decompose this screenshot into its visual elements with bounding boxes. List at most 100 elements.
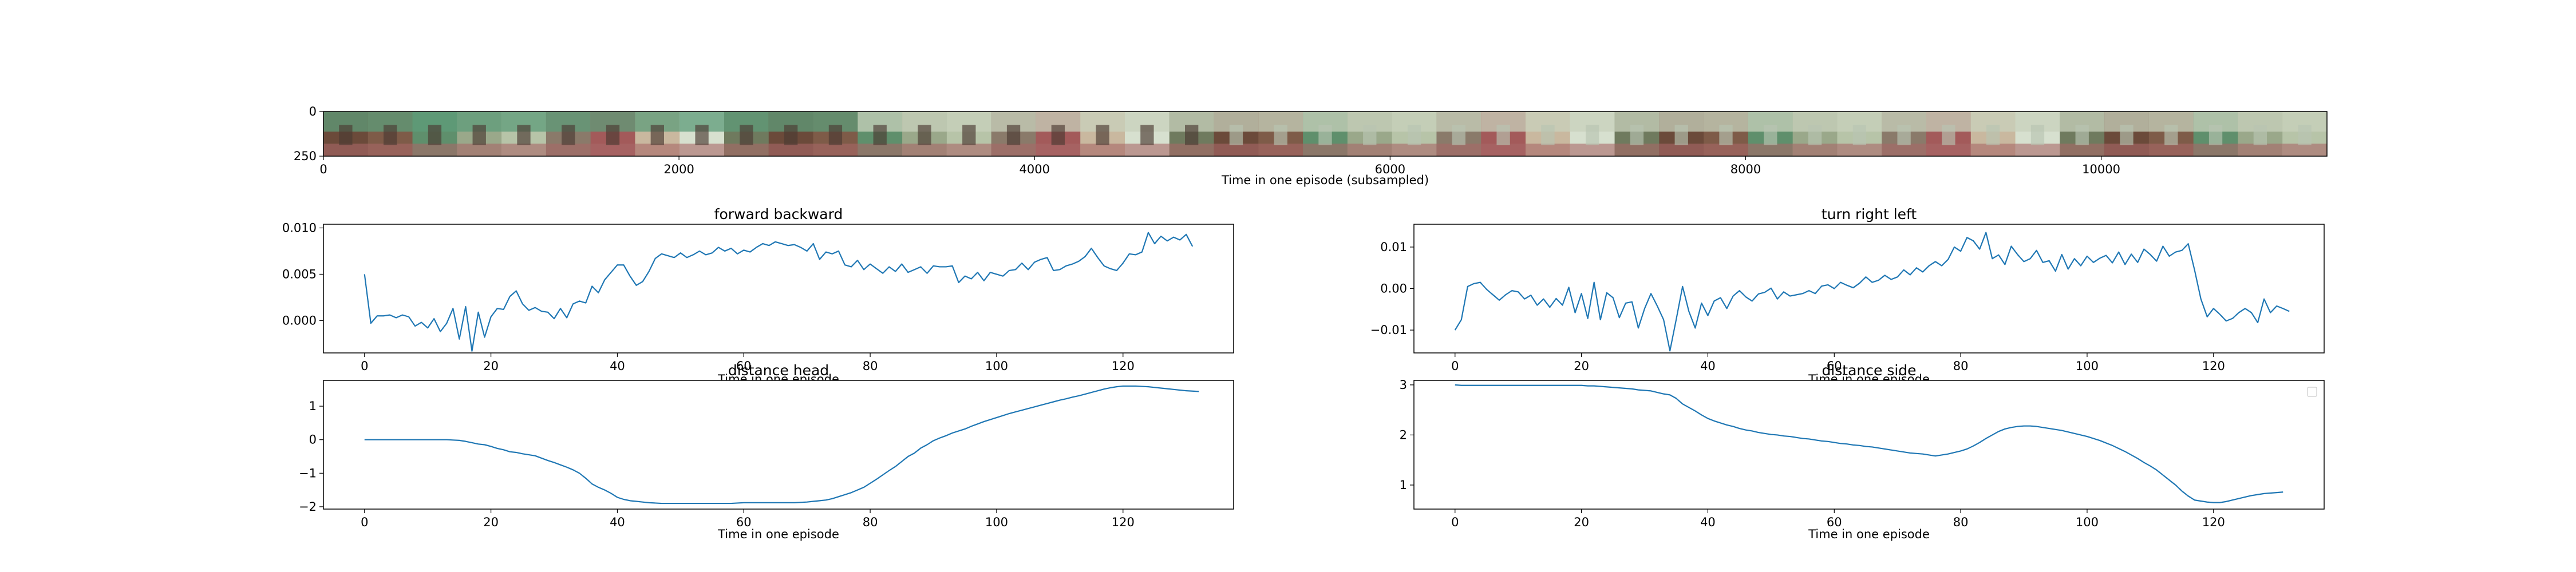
turn-right-left-x-ticks: 0 20 40 60 80 100 120 — [1451, 353, 2225, 373]
y-tick-label: −2 — [299, 500, 317, 514]
frame-thumbnail-floor — [546, 144, 591, 156]
y-tick-label: 0.000 — [282, 313, 317, 327]
x-tick-label: 0 — [1451, 515, 1459, 529]
frame-thumbnail-object — [1897, 125, 1911, 145]
frame-thumbnail-object — [1363, 125, 1377, 145]
distance-head-panel: distance head 0 20 40 60 80 100 120 −2 −1 0 1 Tim… — [299, 362, 1234, 541]
frame-thumbnail-floor — [1080, 144, 1125, 156]
x-tick-label: 60 — [1827, 359, 1842, 373]
frame-thumbnail-object — [2208, 125, 2223, 145]
frame-thumbnail-object — [384, 125, 397, 145]
frame-thumbnail-floor — [991, 144, 1036, 156]
frame-thumbnail-object — [606, 125, 620, 145]
frame-thumbnail-object — [517, 125, 531, 145]
frame-thumbnail-object — [650, 125, 664, 145]
frame-strip-image — [323, 112, 2328, 156]
x-tick-label: 40 — [1700, 515, 1716, 529]
turn-right-left-title: turn right left — [1822, 206, 1917, 223]
frame-thumbnail-floor — [1792, 144, 1838, 156]
y-tick-label: 3 — [1400, 378, 1407, 392]
x-tick-label: 120 — [2202, 515, 2225, 529]
frame-thumbnail-floor — [1970, 144, 2016, 156]
frame-thumbnail-floor — [724, 144, 769, 156]
x-tick-label: 20 — [483, 359, 499, 373]
y-tick-label: 0.00 — [1380, 282, 1407, 296]
x-tick-label: 60 — [736, 359, 752, 373]
x-tick-label: 80 — [863, 359, 878, 373]
x-tick-label: 4000 — [1020, 162, 1050, 176]
frame-thumbnail-object — [784, 125, 798, 145]
distance-side-y-ticks: 1 2 3 — [1400, 378, 1414, 492]
distance-head-title: distance head — [728, 362, 829, 379]
distance-side-axes-frame — [1413, 380, 2325, 510]
forward-backward-y-ticks: 0.000 0.005 0.010 — [282, 221, 323, 327]
frame-thumbnail-object — [1764, 125, 1777, 145]
frame-thumbnail-floor — [1392, 144, 1437, 156]
distance-head-series-line — [364, 385, 1199, 505]
distance-head-x-ticks: 0 20 40 60 80 100 120 — [361, 509, 1135, 529]
x-tick-label: 100 — [985, 515, 1008, 529]
x-tick-label: 0 — [319, 162, 327, 176]
x-tick-label: 20 — [1574, 515, 1589, 529]
y-tick-label: 0.005 — [282, 267, 317, 281]
y-tick-label: 2 — [1400, 428, 1407, 442]
x-tick-label: 40 — [1700, 359, 1716, 373]
frame-thumbnail-floor — [1882, 144, 1927, 156]
distance-side-series-line — [1455, 384, 2283, 503]
frame-thumbnail-object — [1051, 125, 1065, 145]
frame-thumbnail-object — [1496, 125, 1510, 145]
frame-thumbnail-object — [2253, 125, 2267, 145]
frame-thumbnail-object — [1006, 125, 1021, 145]
frame-thumbnail-object — [873, 125, 887, 145]
frame-thumbnail-floor — [590, 144, 635, 156]
frame-strip-x-ticks: 0 2000 4000 6000 8000 10000 — [319, 156, 2120, 176]
frame-thumbnail-floor — [323, 144, 369, 156]
frame-thumbnail-floor — [1347, 144, 1393, 156]
x-tick-label: 20 — [483, 515, 499, 529]
x-tick-label: 2000 — [663, 162, 694, 176]
frame-thumbnail-object — [1318, 125, 1332, 145]
distance-side-x-label: Time in one episode — [1808, 527, 1930, 541]
frame-thumbnail-floor — [2238, 144, 2283, 156]
frame-thumbnail-floor — [1704, 144, 1749, 156]
y-tick-label: 1 — [309, 399, 317, 413]
x-tick-label: 120 — [2202, 359, 2225, 373]
frame-thumbnail-floor — [1436, 144, 1481, 156]
x-tick-label: 40 — [610, 515, 625, 529]
y-tick-label: 0.01 — [1380, 240, 1407, 254]
frame-thumbnail-floor — [412, 144, 457, 156]
x-tick-label: 80 — [1953, 515, 1969, 529]
frame-thumbnail-floor — [2282, 144, 2328, 156]
y-tick-label: 1 — [1400, 478, 1407, 492]
frame-thumbnail-floor — [813, 144, 858, 156]
x-tick-label: 120 — [1112, 359, 1135, 373]
x-tick-label: 40 — [610, 359, 625, 373]
frame-thumbnail-floor — [1659, 144, 1704, 156]
frame-thumbnail-floor — [501, 144, 547, 156]
frame-thumbnail-object — [1630, 125, 1644, 145]
frame-thumbnail-object — [1852, 125, 1866, 145]
distance-head-y-ticks: −2 −1 0 1 — [299, 399, 323, 514]
x-tick-label: 0 — [361, 515, 368, 529]
frame-thumbnail-floor — [946, 144, 992, 156]
y-tick-label: −0.01 — [1370, 323, 1407, 337]
frame-thumbnail-object — [1719, 125, 1733, 145]
forward-backward-series-line — [364, 232, 1194, 352]
frame-thumbnail-floor — [1926, 144, 1971, 156]
frame-thumbnail-floor — [1125, 144, 1170, 156]
x-tick-label: 80 — [863, 515, 878, 529]
turn-right-left-panel: turn right left 0 20 40 60 80 100 120 −0.01 0.0… — [1370, 206, 2325, 386]
turn-right-left-series-line — [1454, 232, 2290, 352]
frame-thumbnail-object — [2298, 125, 2312, 145]
frame-strip-y-ticks: 0 250 — [294, 105, 323, 163]
frame-thumbnail-floor — [1748, 144, 1793, 156]
frame-thumbnail-floor — [2015, 144, 2060, 156]
frame-thumbnail-object — [962, 125, 976, 145]
frame-thumbnail-object — [2075, 125, 2089, 145]
forward-backward-x-ticks: 0 20 40 60 80 100 120 — [361, 353, 1135, 373]
frame-thumbnail-floor — [2060, 144, 2105, 156]
frame-thumbnail-object — [1808, 125, 1822, 145]
x-tick-label: 8000 — [1730, 162, 1761, 176]
